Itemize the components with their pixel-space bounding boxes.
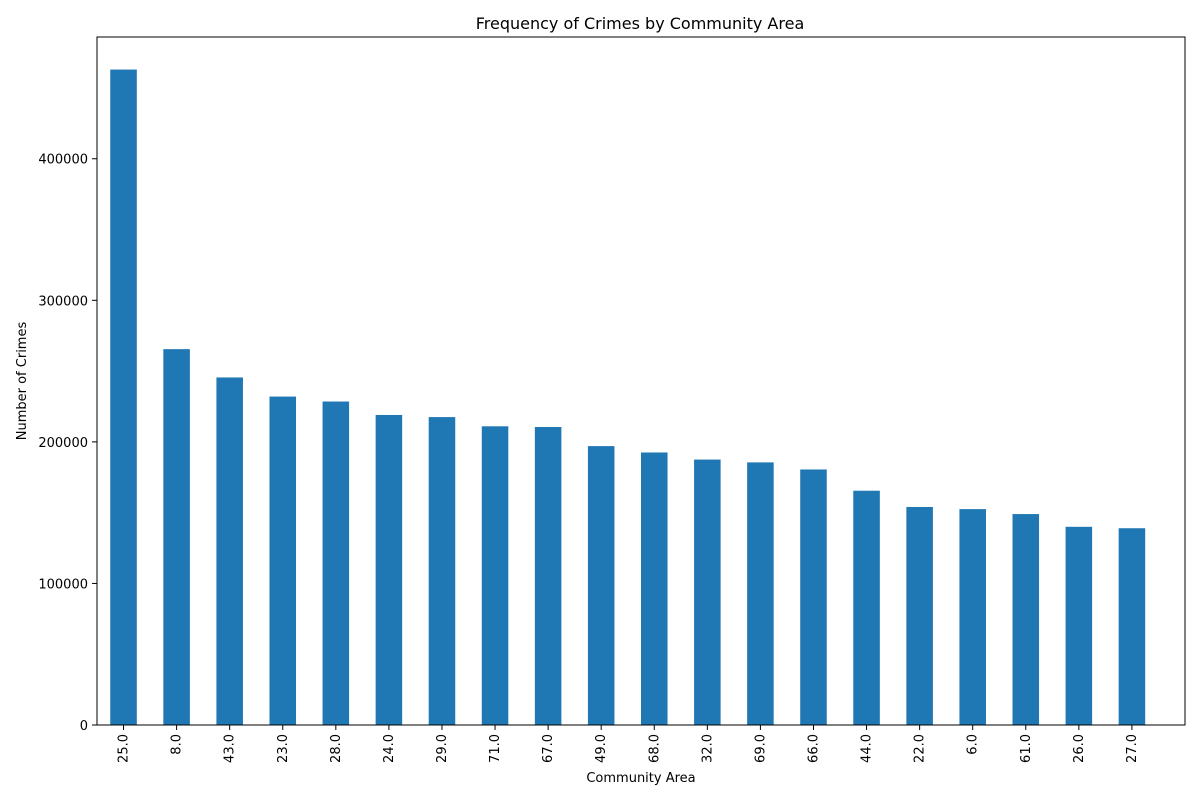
x-tick-label: 26.0 xyxy=(1072,734,1087,763)
x-tick-label: 29.0 xyxy=(435,734,450,763)
bar-24.0 xyxy=(375,414,403,725)
x-tick-label: 27.0 xyxy=(1125,734,1140,763)
x-tick-label: 43.0 xyxy=(223,734,238,763)
x-tick-label: 69.0 xyxy=(753,734,768,763)
x-tick-label: 68.0 xyxy=(647,734,662,763)
x-ticks-group: 25.0 8.0 43.0 23.0 28.0 24.0 29.0 71.0 67.0 49.0 6… xyxy=(117,725,1140,763)
bar-28.0 xyxy=(322,401,350,725)
bar-43.0 xyxy=(216,377,243,725)
x-axis-label: Community Area xyxy=(586,771,695,786)
y-tick-label: 200000 xyxy=(38,436,88,451)
x-tick-label: 25.0 xyxy=(117,734,132,763)
bar-8.0 xyxy=(163,349,190,725)
chart-title: Frequency of Crimes by Community Area xyxy=(476,14,805,33)
bar-27.0 xyxy=(1118,528,1146,725)
bar-29.0 xyxy=(428,417,456,725)
bar-26.0 xyxy=(1065,526,1093,725)
x-tick-label: 66.0 xyxy=(806,734,821,763)
bar-32.0 xyxy=(694,459,721,725)
y-axis-label: Number of Crimes xyxy=(15,322,30,441)
y-ticks-group: 0 100000 200000 300000 400000 xyxy=(38,153,97,734)
y-tick-label: 400000 xyxy=(38,153,88,168)
bar-25.0 xyxy=(110,69,137,725)
bar-22.0 xyxy=(906,506,933,725)
y-tick-label: 100000 xyxy=(38,577,88,592)
x-tick-label: 23.0 xyxy=(276,734,291,763)
x-tick-label: 44.0 xyxy=(860,734,875,763)
x-tick-label: 71.0 xyxy=(488,734,503,763)
x-tick-label: 22.0 xyxy=(913,734,928,763)
bar-69.0 xyxy=(747,462,774,725)
x-tick-label: 8.0 xyxy=(170,734,185,755)
bar-67.0 xyxy=(534,427,562,725)
bar-44.0 xyxy=(853,490,880,725)
bar-68.0 xyxy=(641,452,668,725)
x-tick-label: 32.0 xyxy=(700,734,715,763)
bar-61.0 xyxy=(1012,514,1040,725)
x-tick-label: 24.0 xyxy=(382,734,397,763)
y-tick-label: 0 xyxy=(80,719,88,734)
x-tick-label: 49.0 xyxy=(594,734,609,763)
x-tick-label: 67.0 xyxy=(541,734,556,763)
bar-49.0 xyxy=(587,446,615,725)
bar-71.0 xyxy=(481,426,509,725)
bar-66.0 xyxy=(800,469,827,725)
y-tick-label: 300000 xyxy=(38,294,88,309)
bar-6.0 xyxy=(959,509,986,725)
x-tick-label: 6.0 xyxy=(966,734,981,755)
bar-23.0 xyxy=(269,396,297,725)
plot-frame xyxy=(96,36,1186,726)
x-tick-label: 28.0 xyxy=(329,734,344,763)
bars-group xyxy=(110,69,1146,725)
x-tick-label: 61.0 xyxy=(1019,734,1034,763)
